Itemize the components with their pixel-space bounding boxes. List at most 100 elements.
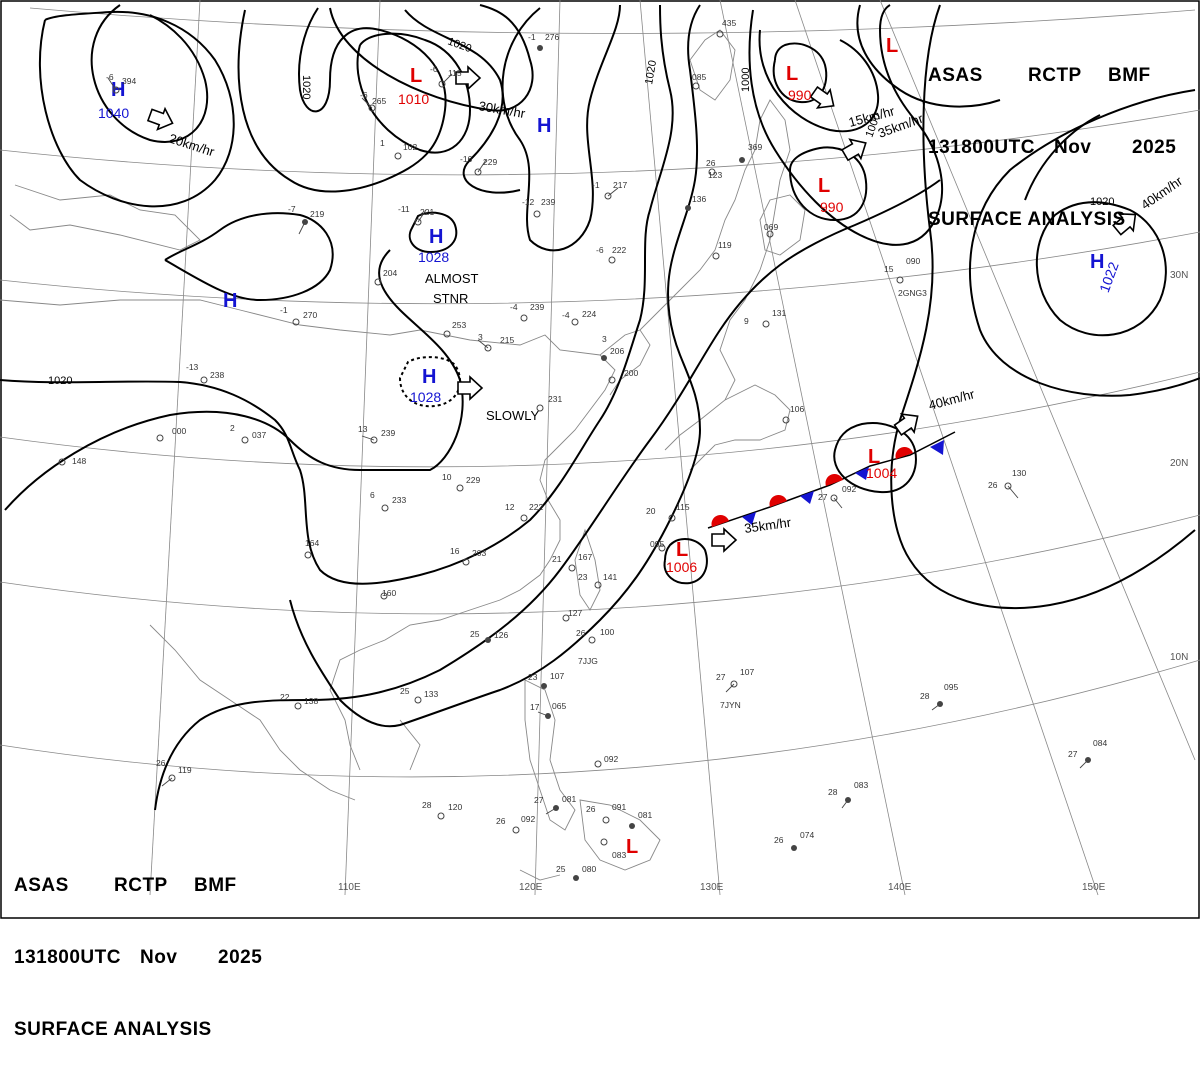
station: 1 102: [380, 138, 417, 160]
low-center-value: 1010: [398, 91, 429, 107]
lon-label-140e: 140E: [888, 882, 912, 893]
station: 148: [58, 456, 86, 466]
svg-text:17: 17: [530, 702, 540, 712]
station: 27 092: [818, 484, 856, 502]
station: 25 080: [556, 864, 596, 881]
isobar-label: 1020: [1090, 196, 1114, 208]
svg-text:148: 148: [72, 456, 86, 466]
station: -6 265: [360, 90, 386, 112]
station: 200: [608, 368, 638, 384]
station-id: 7JYN: [720, 700, 741, 710]
svg-text:-1: -1: [280, 305, 288, 315]
svg-text:27: 27: [818, 492, 828, 502]
svg-text:136: 136: [692, 194, 706, 204]
svg-text:069: 069: [764, 222, 778, 232]
svg-text:090: 090: [906, 256, 920, 266]
station: 9 131: [744, 308, 786, 328]
svg-text:27: 27: [534, 795, 544, 805]
isobar-label: 1020: [48, 375, 72, 387]
station: -16 229: [460, 154, 497, 176]
header-month: Nov: [1054, 137, 1092, 158]
map-border: [0, 0, 1200, 919]
station: 231: [536, 394, 562, 412]
svg-text:23: 23: [578, 572, 588, 582]
station: -11 221: [398, 204, 434, 226]
station: 26 092: [496, 814, 535, 834]
station: -6 115: [430, 64, 462, 88]
movement-label: STNR: [433, 291, 468, 306]
svg-text:074: 074: [800, 830, 814, 840]
surface-analysis-map: 110E 120E 130E 140E 150E 30N 20N 10N: [0, 0, 1200, 919]
station: 435: [716, 18, 736, 38]
station: 23 141: [578, 572, 617, 589]
low-center-value: 1006: [666, 559, 697, 575]
svg-text:394: 394: [122, 76, 136, 86]
svg-text:27: 27: [1068, 749, 1078, 759]
longitude-lines: [149, 0, 1196, 896]
high-center: H: [111, 79, 125, 101]
svg-text:-7: -7: [288, 204, 296, 214]
station: -4 224: [562, 309, 596, 326]
svg-text:160: 160: [382, 588, 396, 598]
station: 127: [562, 608, 582, 622]
low-center: L: [786, 63, 798, 85]
svg-text:-12: -12: [522, 197, 535, 207]
isobars: [0, 4, 1200, 811]
svg-text:123: 123: [708, 170, 722, 180]
station: 27 107: [716, 667, 754, 688]
station: 15 090: [884, 256, 920, 284]
station: -1 276: [528, 32, 559, 51]
station: -6 394: [106, 72, 136, 94]
svg-text:-1: -1: [528, 32, 536, 42]
svg-text:081: 081: [638, 810, 652, 820]
station: 25 126: [470, 629, 508, 643]
header-time: 131800UTC: [14, 947, 121, 968]
svg-text:26: 26: [774, 835, 784, 845]
svg-text:229: 229: [483, 157, 497, 167]
svg-text:133: 133: [424, 689, 438, 699]
svg-text:120: 120: [448, 802, 462, 812]
low-center: L: [676, 539, 688, 561]
svg-text:239: 239: [530, 302, 544, 312]
coastlines: [0, 29, 806, 881]
svg-text:-6: -6: [106, 72, 114, 82]
svg-text:085: 085: [692, 72, 706, 82]
station: 095: [650, 539, 666, 552]
svg-text:239: 239: [541, 197, 555, 207]
header-center: RCTP: [114, 875, 168, 896]
svg-text:253: 253: [452, 320, 466, 330]
station: 12 222: [505, 502, 543, 522]
svg-text:265: 265: [372, 96, 386, 106]
svg-text:107: 107: [550, 671, 564, 681]
svg-text:-4: -4: [510, 302, 518, 312]
low-center: L: [410, 65, 422, 87]
svg-text:26: 26: [156, 758, 166, 768]
station: 22 138: [280, 692, 318, 710]
station: 369: [739, 142, 762, 163]
svg-text:080: 080: [582, 864, 596, 874]
svg-text:28: 28: [828, 787, 838, 797]
svg-text:27: 27: [716, 672, 726, 682]
svg-text:26: 26: [586, 804, 596, 814]
svg-text:083: 083: [612, 850, 626, 860]
svg-text:222: 222: [529, 502, 543, 512]
station: 25 133: [400, 686, 438, 704]
movement-label: SLOWLY: [486, 408, 540, 423]
svg-text:119: 119: [178, 765, 192, 775]
station-id: 2GNG3: [898, 288, 927, 298]
station: -1 270: [280, 305, 317, 326]
station: 253: [443, 320, 466, 338]
svg-text:119: 119: [718, 240, 732, 250]
svg-text:435: 435: [722, 18, 736, 28]
station: 6 233: [370, 490, 406, 512]
svg-text:239: 239: [381, 428, 395, 438]
station: -1 217: [592, 180, 627, 200]
svg-text:231: 231: [548, 394, 562, 404]
svg-text:107: 107: [740, 667, 754, 677]
lon-label-110e: 110E: [338, 882, 361, 893]
lon-label-150e: 150E: [1082, 882, 1106, 893]
lat-label-30n: 30N: [1170, 270, 1188, 281]
header-time: 131800UTC: [928, 137, 1035, 158]
svg-text:095: 095: [650, 539, 664, 549]
